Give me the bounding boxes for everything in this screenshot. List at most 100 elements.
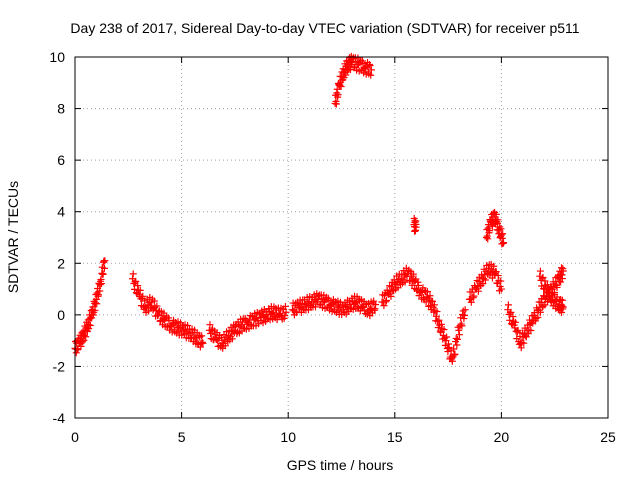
- data-point: [359, 303, 367, 311]
- data-point: [497, 225, 505, 233]
- y-tick-label: 8: [57, 101, 65, 117]
- data-point: [79, 338, 87, 346]
- data-point: [196, 343, 204, 351]
- data-point: [470, 292, 478, 300]
- data-point: [511, 318, 519, 326]
- y-tick-label: -2: [53, 358, 66, 374]
- data-point: [367, 71, 375, 79]
- y-tick-label: 10: [49, 49, 65, 65]
- data-point: [434, 317, 442, 325]
- data-point: [497, 277, 505, 285]
- x-ticks: 0 5 10 15 20 25: [71, 57, 616, 445]
- data-point: [536, 267, 544, 275]
- data-point: [452, 334, 460, 342]
- data-point: [494, 216, 502, 224]
- data-point: [492, 268, 500, 276]
- data-point: [91, 299, 99, 307]
- grid-lines: [75, 57, 608, 418]
- data-point: [499, 230, 507, 238]
- data-markers: [71, 52, 567, 365]
- data-point: [327, 301, 335, 309]
- data-point: [497, 285, 505, 293]
- data-point: [401, 278, 409, 286]
- data-point: [468, 288, 476, 296]
- data-point: [86, 321, 94, 329]
- data-point: [282, 308, 290, 316]
- data-point: [485, 264, 493, 272]
- data-point: [443, 333, 451, 341]
- data-point: [437, 320, 445, 328]
- data-point: [314, 295, 322, 303]
- data-point: [228, 335, 236, 343]
- data-point: [288, 306, 296, 314]
- data-point: [453, 335, 461, 343]
- data-point: [311, 303, 319, 311]
- data-point: [474, 287, 482, 295]
- data-point: [332, 100, 340, 108]
- data-point: [199, 339, 207, 347]
- data-point: [96, 287, 104, 295]
- y-axis-label: SDTVAR / TECUs: [5, 181, 21, 293]
- data-point: [98, 269, 106, 277]
- data-point: [346, 66, 354, 74]
- data-point: [497, 231, 505, 239]
- data-point: [517, 344, 525, 352]
- data-point: [94, 291, 102, 299]
- data-point: [460, 315, 468, 323]
- data-point: [500, 239, 508, 247]
- data-point: [455, 326, 463, 334]
- data-point: [546, 286, 554, 294]
- x-axis-label: GPS time / hours: [287, 457, 394, 473]
- data-point: [343, 67, 351, 75]
- data-point: [343, 57, 351, 65]
- data-point: [365, 60, 373, 68]
- data-point: [414, 282, 422, 290]
- data-point: [342, 71, 350, 79]
- data-point: [82, 333, 90, 341]
- data-point: [541, 277, 549, 285]
- data-point: [557, 278, 565, 286]
- y-tick-label: 2: [57, 255, 65, 271]
- data-point: [485, 227, 493, 235]
- data-point: [221, 342, 229, 350]
- data-point: [77, 342, 85, 350]
- data-point: [367, 66, 375, 74]
- data-point: [461, 306, 469, 314]
- data-point: [132, 277, 140, 285]
- data-point: [101, 257, 109, 265]
- data-point: [362, 64, 370, 72]
- data-point: [536, 308, 544, 316]
- data-point: [558, 264, 566, 272]
- data-point: [489, 209, 497, 217]
- data-point: [509, 313, 517, 321]
- data-point: [382, 298, 390, 306]
- data-point: [414, 278, 422, 286]
- data-point: [136, 286, 144, 294]
- data-point: [153, 302, 161, 310]
- data-point: [83, 328, 91, 336]
- data-point: [490, 262, 498, 270]
- data-point: [337, 82, 345, 90]
- data-point: [371, 305, 379, 313]
- data-point: [281, 302, 289, 310]
- data-point: [444, 348, 452, 356]
- y-tick-label: 0: [57, 307, 65, 323]
- data-point: [93, 300, 101, 308]
- plot-frame: [74, 56, 609, 419]
- data-point: [411, 226, 419, 234]
- data-point: [558, 275, 566, 283]
- data-point: [409, 270, 417, 278]
- data-point: [281, 312, 289, 320]
- data-point: [426, 292, 434, 300]
- data-point: [184, 321, 192, 329]
- data-point: [433, 308, 441, 316]
- x-tick-label: 10: [280, 429, 296, 445]
- data-point: [520, 339, 528, 347]
- data-point: [348, 58, 356, 66]
- data-point: [469, 294, 477, 302]
- data-point: [99, 270, 107, 278]
- data-point: [260, 312, 268, 320]
- data-point: [494, 272, 502, 280]
- chart-title: Day 238 of 2017, Sidereal Day-to-day VTE…: [70, 20, 579, 36]
- data-point: [504, 301, 512, 309]
